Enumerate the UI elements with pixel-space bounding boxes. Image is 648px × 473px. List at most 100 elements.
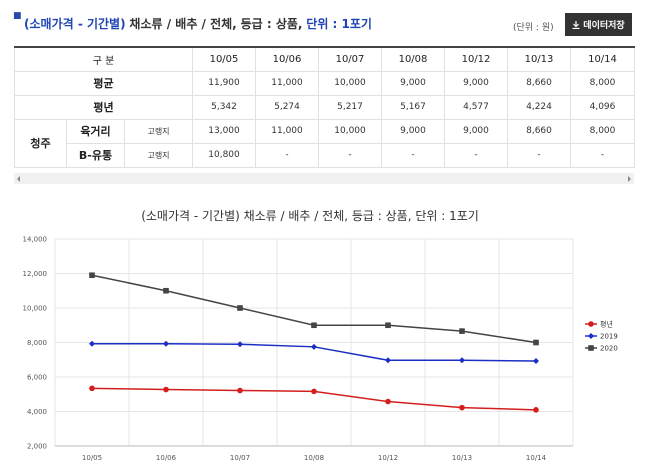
data-point bbox=[533, 339, 539, 346]
date-header: 10/06 bbox=[255, 46, 319, 72]
legend-marker bbox=[588, 333, 594, 339]
cell: 10,000 bbox=[318, 70, 382, 96]
cell: - bbox=[570, 142, 635, 168]
data-point bbox=[459, 404, 465, 411]
cell: 11,000 bbox=[255, 70, 319, 96]
x-tick-label: 10/06 bbox=[156, 454, 177, 462]
x-tick-label: 10/12 bbox=[378, 454, 398, 462]
cell: - bbox=[381, 142, 445, 168]
scroll-right-icon[interactable] bbox=[628, 176, 631, 182]
cell: 10,800 bbox=[192, 142, 256, 168]
data-point bbox=[89, 385, 95, 392]
title-category: 채소류 / 배추 / 전체, bbox=[129, 17, 237, 31]
data-point bbox=[459, 357, 465, 364]
cell: - bbox=[444, 142, 508, 168]
table-row-normal: 평년 5,342 5,274 5,217 5,167 4,577 4,224 4… bbox=[14, 94, 635, 120]
region-label: 청주 bbox=[14, 118, 67, 168]
bullet-icon: ■ bbox=[13, 11, 22, 21]
row-label: 평년 bbox=[14, 94, 193, 120]
data-point bbox=[311, 388, 317, 395]
cell: 8,660 bbox=[507, 118, 571, 144]
data-point bbox=[89, 272, 95, 279]
legend-marker bbox=[588, 345, 594, 351]
cell: 5,342 bbox=[192, 94, 256, 120]
unit-note: (단위 : 원) bbox=[513, 23, 554, 33]
header-row: 구 분 10/05 10/06 10/07 10/08 10/12 10/13 … bbox=[14, 46, 635, 72]
cell: 11,900 bbox=[192, 70, 256, 96]
cell: 11,000 bbox=[255, 118, 319, 144]
cell: - bbox=[255, 142, 319, 168]
x-tick-label: 10/07 bbox=[230, 454, 250, 462]
cell: 9,000 bbox=[444, 70, 508, 96]
y-tick-label: 12,000 bbox=[23, 270, 48, 278]
title-unit: 단위 : 1포기 bbox=[306, 17, 372, 31]
data-point bbox=[459, 328, 465, 334]
x-tick-label: 10/05 bbox=[82, 454, 102, 462]
y-tick-label: 6,000 bbox=[27, 374, 47, 382]
data-point bbox=[533, 407, 539, 413]
cell: 5,167 bbox=[381, 94, 445, 120]
chart-legend: 평년 2019 2020 bbox=[585, 320, 618, 353]
cell: 8,000 bbox=[570, 70, 635, 96]
cell: 5,274 bbox=[255, 94, 319, 120]
table-row-average: 평균 11,900 11,000 10,000 9,000 9,000 8,66… bbox=[14, 70, 635, 96]
legend-marker bbox=[588, 321, 594, 327]
x-tick-label: 10/14 bbox=[526, 454, 547, 462]
data-point bbox=[237, 305, 243, 311]
cell: - bbox=[318, 142, 382, 168]
price-table: 구 분 10/05 10/06 10/07 10/08 10/12 10/13 … bbox=[14, 46, 635, 168]
legend-label: 2019 bbox=[600, 333, 618, 341]
y-tick-label: 14,000 bbox=[23, 236, 48, 244]
date-header: 10/13 bbox=[507, 46, 571, 72]
chart-grid bbox=[54, 238, 574, 447]
data-point bbox=[237, 341, 243, 348]
y-tick-label: 8,000 bbox=[27, 339, 47, 347]
download-icon bbox=[572, 20, 580, 29]
horizontal-scrollbar[interactable] bbox=[14, 173, 634, 184]
market-name: 육거리 bbox=[66, 118, 125, 144]
page-header: ■ (소매가격 - 기간별) 채소류 / 배추 / 전체, 등급 : 상품, 단… bbox=[0, 0, 648, 44]
title-grade: 등급 : 상품, bbox=[240, 17, 303, 31]
market-name: B-유통 bbox=[66, 142, 125, 168]
market-grade: 고랭지 bbox=[124, 118, 193, 144]
x-tick-label: 10/13 bbox=[452, 454, 472, 462]
market-grade: 고랭지 bbox=[124, 142, 193, 168]
cell: 9,000 bbox=[444, 118, 508, 144]
chart-series bbox=[89, 272, 539, 413]
date-header: 10/12 bbox=[444, 46, 508, 72]
chart-title: (소매가격 - 기간별) 채소류 / 배추 / 전체, 등급 : 상품, 단위 … bbox=[141, 209, 479, 223]
data-point bbox=[163, 287, 169, 294]
cell: 9,000 bbox=[381, 70, 445, 96]
cell: 8,000 bbox=[570, 118, 635, 144]
y-tick-label: 2,000 bbox=[27, 443, 47, 451]
cell: 8,660 bbox=[507, 70, 571, 96]
x-tick-label: 10/08 bbox=[304, 454, 324, 462]
price-line-chart: (소매가격 - 기간별) 채소류 / 배추 / 전체, 등급 : 상품, 단위 … bbox=[23, 209, 618, 462]
page-title: (소매가격 - 기간별) 채소류 / 배추 / 전체, 등급 : 상품, 단위 … bbox=[24, 15, 372, 32]
scroll-left-icon[interactable] bbox=[17, 176, 20, 182]
download-label: 데이터저장 bbox=[583, 21, 625, 31]
cell: 4,096 bbox=[570, 94, 635, 120]
cell: 13,000 bbox=[192, 118, 256, 144]
cell: 9,000 bbox=[381, 118, 445, 144]
cell: 5,217 bbox=[318, 94, 382, 120]
y-axis: 2,000 4,000 6,000 8,000 10,000 12,000 14,000 bbox=[23, 236, 48, 451]
corner-header: 구 분 bbox=[14, 46, 193, 72]
date-header: 10/05 bbox=[192, 46, 256, 72]
series-line-2020 bbox=[91, 274, 537, 344]
data-point bbox=[533, 357, 539, 364]
data-point bbox=[311, 322, 317, 329]
table-row-market: 청주 육거리 고랭지 13,000 11,000 10,000 9,000 9,… bbox=[14, 118, 635, 168]
cell: 10,000 bbox=[318, 118, 382, 144]
title-prefix: (소매가격 - 기간별) bbox=[24, 17, 126, 31]
data-point bbox=[385, 322, 391, 329]
data-point bbox=[163, 340, 169, 347]
x-axis: 10/05 10/06 10/07 10/08 10/12 10/13 10/14 bbox=[82, 454, 547, 462]
data-point bbox=[385, 357, 391, 364]
date-header: 10/14 bbox=[570, 46, 635, 72]
y-tick-label: 4,000 bbox=[27, 408, 47, 416]
download-button[interactable]: 데이터저장 bbox=[565, 13, 632, 36]
date-header: 10/07 bbox=[318, 46, 382, 72]
legend-label: 평년 bbox=[600, 320, 613, 329]
table-row-market: B-유통 고랭지 10,800 - - - - - - bbox=[15, 142, 635, 168]
